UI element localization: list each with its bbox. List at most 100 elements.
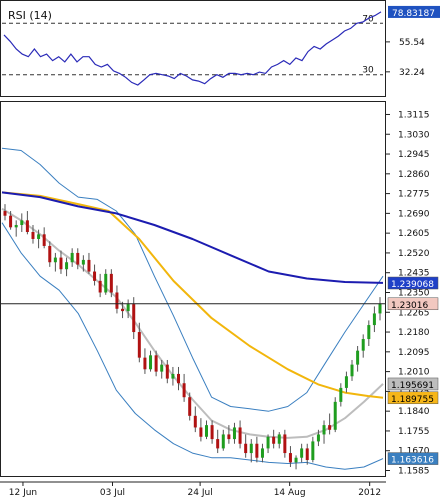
candle-up: [20, 220, 24, 226]
rsi-plot-frame: [0, 0, 386, 97]
candle-down: [42, 234, 46, 246]
rsi-tick-label: 32.24: [399, 68, 425, 78]
candle-down: [238, 427, 242, 444]
price-tick-label: 1.2945: [398, 150, 430, 160]
rsi-badge-background: [388, 5, 440, 18]
price-tick-label: 1.3030: [398, 130, 430, 140]
candle-up: [311, 441, 315, 461]
candle-down: [31, 231, 35, 239]
x-tick-label: 03 Jul: [100, 488, 125, 498]
candle-up: [322, 425, 326, 435]
price-tick-label: 1.2690: [398, 209, 430, 219]
candle-up: [316, 434, 320, 442]
candle-up: [104, 273, 108, 293]
price-badge-background: [387, 297, 439, 311]
rsi-reference-lines: 70 30: [2, 14, 383, 76]
candle-up: [204, 425, 208, 437]
candle-down: [115, 292, 119, 309]
candle-down: [272, 436, 276, 444]
gray-mid-line: [1, 207, 384, 439]
price-tick-label: 1.2180: [398, 328, 430, 338]
rsi-title: RSI (14): [8, 9, 52, 22]
blue-ma-line: [1, 191, 384, 284]
candle-down: [98, 280, 102, 293]
price-badge-background: [387, 377, 439, 391]
price-tick-label: 1.2435: [398, 269, 430, 279]
candle-down: [227, 434, 231, 440]
candle-up: [14, 225, 18, 228]
candle-down: [193, 415, 197, 428]
candle-up: [171, 373, 175, 379]
candle-up: [65, 262, 69, 270]
price-tick-label: 1.3115: [398, 110, 430, 120]
rsi-y-axis: 55.54 32.24: [386, 38, 425, 78]
candle-up: [53, 257, 57, 263]
candle-down: [255, 443, 259, 458]
candle-up: [160, 364, 164, 372]
rsi-tick-label: 55.54: [399, 38, 425, 48]
candle-up: [260, 448, 264, 458]
rsi-level-70-label: 70: [362, 14, 374, 24]
candle-up: [149, 355, 153, 370]
price-tick-label: 1.2010: [398, 368, 430, 378]
candle-up: [294, 457, 298, 463]
rsi-current-value-badge: 78.83187: [388, 5, 440, 19]
price-badge-label: 1.23016: [391, 301, 428, 311]
candle-down: [210, 425, 214, 440]
rsi-current-value-label: 78.83187: [392, 9, 435, 19]
candle-down: [154, 355, 158, 372]
price-y-axis: 1.3115 1.3030 1.2945 1.2860 1.2775 1.2690 1.26…: [386, 110, 430, 477]
candle-down: [87, 259, 91, 272]
indicator-lines: [1, 147, 384, 470]
candlesticks: [3, 204, 382, 470]
price-tick-label: 1.2265: [398, 308, 430, 318]
candle-down: [76, 252, 80, 265]
price-badge-label: 1.163616: [391, 456, 434, 466]
candle-down: [283, 434, 287, 454]
rsi-line: [3, 11, 382, 86]
candle-up: [126, 304, 130, 312]
candle-up: [339, 387, 343, 402]
candle-down: [244, 443, 248, 454]
candle-down: [143, 357, 147, 370]
price-tick-label: 1.1840: [398, 407, 430, 417]
yellow-ma-line: [1, 191, 384, 399]
candle-up: [344, 376, 348, 388]
candle-down: [93, 271, 97, 281]
candle-down: [165, 364, 169, 379]
candle-down: [182, 383, 186, 398]
candle-up: [249, 443, 253, 454]
candle-up: [266, 436, 270, 449]
candle-down: [9, 215, 13, 228]
rsi-level-30-label: 30: [362, 66, 374, 76]
price-tick-label: 1.2520: [398, 249, 430, 259]
candle-up: [367, 325, 371, 340]
candle-down: [59, 257, 63, 270]
bb-lower-line: [1, 222, 384, 470]
price-tick-label: 1.1585: [398, 467, 430, 477]
candle-up: [70, 252, 74, 263]
candle-up: [356, 350, 360, 365]
candle-up: [277, 434, 281, 444]
candle-up: [361, 339, 365, 351]
price-badge-background: [387, 391, 439, 405]
x-tick-label: 24 Jul: [188, 488, 213, 498]
price-tick-label: 1.2860: [398, 170, 430, 180]
candle-down: [199, 427, 203, 437]
price-tick-label: 1.2775: [398, 190, 430, 200]
candle-down: [177, 373, 181, 384]
candle-up: [350, 364, 354, 377]
price-badge-label: 1.239068: [391, 280, 434, 290]
candle-up: [300, 448, 304, 458]
candle-down: [25, 220, 29, 232]
candle-down: [109, 273, 113, 293]
x-axis-ticks: 12 Jun 03 Jul 24 Jul 14 Aug 2012: [9, 482, 381, 498]
price-tick-label: 1.2605: [398, 229, 430, 239]
candle-up: [221, 434, 225, 449]
price-plot-frame: [0, 101, 386, 477]
candle-down: [3, 211, 7, 216]
candle-down: [216, 439, 220, 449]
price-tick-label: 1.2095: [398, 348, 430, 358]
candle-down: [188, 397, 192, 416]
